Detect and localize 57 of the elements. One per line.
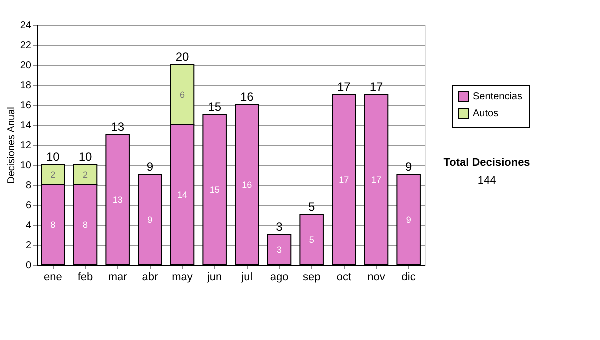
data-label: 5 (309, 235, 314, 245)
y-tick-label: 18 (20, 80, 32, 92)
total-label: 9 (405, 160, 412, 174)
y-tick-label: 22 (20, 40, 32, 52)
total-label: 20 (176, 50, 190, 64)
y-tick-label: 8 (26, 180, 32, 192)
x-tick-label: dic (402, 272, 416, 284)
y-tick-label: 24 (20, 20, 32, 32)
y-tick-label: 10 (20, 160, 32, 172)
x-tick-label: feb (78, 272, 94, 284)
y-axis-title: Decisiones Anual (6, 107, 18, 184)
x-tick-label: jul (240, 272, 253, 284)
y-tick-label: 4 (26, 220, 32, 232)
total-label: 15 (208, 100, 222, 114)
x-tick-label: jun (206, 272, 222, 284)
y-tick-label: 6 (26, 200, 32, 212)
data-label: 2 (82, 170, 88, 180)
total-label: 10 (78, 150, 92, 164)
data-label: 6 (180, 90, 186, 100)
x-tick-label: may (172, 272, 194, 284)
data-label: 17 (371, 175, 382, 185)
total-label: 17 (370, 80, 384, 94)
data-label: 14 (177, 190, 188, 200)
y-tick-label: 12 (20, 140, 32, 152)
data-label: 9 (148, 215, 153, 225)
x-tick-label: ene (44, 272, 62, 284)
legend-label: Sentencias (473, 92, 522, 102)
text: Total Decisiones (444, 157, 530, 169)
data-label: 2 (50, 170, 56, 180)
data-label: 3 (276, 245, 282, 255)
legend-label: Autos (473, 108, 499, 120)
x-tick-label: nov (368, 272, 386, 284)
total-label: 5 (308, 200, 316, 214)
y-tick-label: 16 (20, 100, 32, 112)
total-label: 9 (146, 160, 154, 174)
x-tick-label: mar (108, 272, 128, 284)
data-label: 9 (406, 215, 412, 225)
data-label: 15 (210, 185, 220, 195)
y-tick-label: 0 (26, 260, 32, 272)
total-label: 3 (276, 220, 284, 234)
y-tick-label: 20 (20, 60, 32, 72)
data-label: 16 (242, 180, 252, 190)
x-tick-label: ago (270, 272, 289, 284)
y-tick-label: 2 (26, 240, 32, 252)
data-label: 8 (82, 220, 88, 230)
text: 144 (478, 175, 496, 187)
total-label: 16 (240, 90, 254, 104)
total-label: 17 (337, 80, 352, 94)
data-label: 13 (112, 195, 123, 205)
x-tick-label: oct (336, 272, 352, 284)
data-label: 8 (50, 220, 56, 230)
data-label: 17 (339, 175, 350, 185)
total-label: 10 (46, 150, 60, 164)
x-tick-label: abr (142, 272, 158, 284)
total-label: 13 (111, 120, 125, 134)
y-tick-label: 14 (20, 120, 32, 132)
x-tick-label: sep (302, 272, 321, 284)
